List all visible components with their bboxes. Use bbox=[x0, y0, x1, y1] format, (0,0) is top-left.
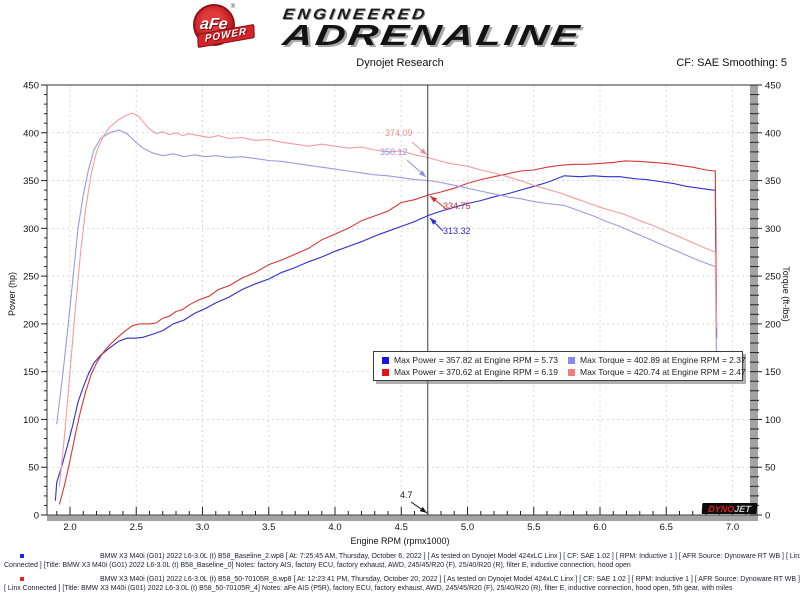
legend-text: Max Torque = 402.89 at Engine RPM = 2.37 bbox=[580, 355, 746, 365]
legend-swatch-red bbox=[382, 368, 389, 376]
chart-title: Dynojet Research bbox=[356, 57, 444, 69]
legend-text: Max Power = 370.62 at Engine RPM = 6.19 bbox=[394, 367, 558, 377]
left-tick-label: 400 bbox=[23, 128, 39, 139]
baseline-power-curve bbox=[54, 175, 718, 501]
left-tick-label: 350 bbox=[23, 176, 39, 187]
dynojet-logo-jet: JET bbox=[733, 503, 752, 514]
run-note-line: BMW X3 M40i (G01) 2022 L6-3.0L (t) B58_5… bbox=[100, 575, 800, 583]
run-note-line: Connected ] [Title: BMW X3 M40i (G01) 20… bbox=[4, 562, 631, 570]
right-tick-label: 0 bbox=[765, 511, 770, 522]
legend-swatch-lightblue bbox=[568, 356, 575, 364]
x-tick-label: 3.0 bbox=[196, 522, 209, 533]
legend-text: Max Torque = 420.74 at Engine RPM = 2.47 bbox=[580, 367, 746, 377]
callout-arrowhead bbox=[420, 148, 427, 155]
run-note-afe: BMW X3 M40i (G01) 2022 L6-3.0L (t) B58_5… bbox=[0, 575, 800, 594]
x-tick-label: 7.0 bbox=[726, 522, 739, 533]
callout-label: 374.09 bbox=[385, 128, 413, 138]
x-tick-label: 6.0 bbox=[593, 522, 606, 533]
left-tick-label: 50 bbox=[28, 463, 39, 474]
right-tick-label: 300 bbox=[765, 224, 781, 235]
x-tick-label: 4.0 bbox=[328, 522, 341, 533]
engineered-adrenaline-wordmark: ENGINEERED ADRENALINE bbox=[281, 2, 584, 54]
right-tick-label: 100 bbox=[765, 415, 781, 426]
x-axis-band[interactable] bbox=[47, 515, 758, 521]
dynojet-logo-dyno: DYNO bbox=[707, 503, 735, 514]
legend-entry-max-torque-afe: Max Torque = 420.74 at Engine RPM = 2.47 bbox=[568, 367, 746, 377]
left-tick-label: 100 bbox=[23, 415, 39, 426]
run-note-line: BMW X3 M40i (G01) 2022 L6-3.0L (t) B58_B… bbox=[100, 553, 800, 560]
left-tick-label: 300 bbox=[23, 224, 39, 235]
left-axis-title: Power (hp) bbox=[7, 272, 17, 317]
callout-arrowhead bbox=[419, 506, 427, 513]
right-tick-label: 150 bbox=[765, 367, 781, 378]
right-axis-band[interactable] bbox=[750, 85, 758, 515]
dyno-plot-area[interactable]: 2.0 2.5 3.0 3.5 4.0 4.5 5.0 5.5 6.0 6.5 7.0 0 0 50 50 1… bbox=[0, 78, 800, 550]
right-tick-label: 450 bbox=[765, 81, 781, 92]
dynojet-logo: DYNO JET bbox=[701, 503, 758, 514]
right-tick-label: 50 bbox=[765, 463, 776, 474]
x-tick-label: 5.5 bbox=[527, 522, 540, 533]
right-tick-label: 200 bbox=[765, 319, 781, 330]
right-axis-title: Torque (ft-lbs) bbox=[781, 266, 791, 322]
x-axis-title: Engine RPM (rpmx1000) bbox=[350, 536, 450, 546]
correction-factor-label: CF: SAE Smoothing: 5 bbox=[676, 57, 787, 69]
chart-header: Dynojet Research CF: SAE Smoothing: 5 bbox=[0, 57, 800, 71]
afe-torque-curve bbox=[58, 112, 718, 487]
legend-swatch-pink bbox=[568, 368, 575, 376]
right-tick-label: 400 bbox=[765, 128, 781, 139]
callout-arrowhead bbox=[430, 196, 438, 203]
registered-mark: ® bbox=[230, 4, 235, 10]
run-notes: BMW X3 M40i (G01) 2022 L6-3.0L (t) B58_B… bbox=[0, 552, 800, 598]
callout-label: 334.75 bbox=[443, 201, 471, 211]
callout-label: 350.12 bbox=[380, 147, 408, 157]
run-bullet-red bbox=[20, 576, 24, 581]
left-tick-label: 0 bbox=[34, 511, 39, 522]
run-note-line: [ Linx Connected ] [Title: BMW X3 M40i (… bbox=[4, 585, 733, 593]
callout-label: 313.32 bbox=[443, 226, 471, 236]
legend-box: Max Power = 357.82 at Engine RPM = 5.73 … bbox=[373, 351, 746, 381]
legend-entry-max-torque-baseline: Max Torque = 402.89 at Engine RPM = 2.37 bbox=[568, 355, 746, 365]
callout-arrowhead bbox=[430, 218, 437, 225]
legend-swatch-blue bbox=[382, 356, 389, 364]
left-tick-label: 150 bbox=[23, 367, 39, 378]
callout-label: 4.7 bbox=[400, 490, 413, 500]
legend-text: Max Power = 357.82 at Engine RPM = 5.73 bbox=[394, 355, 558, 365]
right-tick-label: 350 bbox=[765, 176, 781, 187]
x-tick-label: 4.5 bbox=[395, 522, 408, 533]
run-note-baseline: BMW X3 M40i (G01) 2022 L6-3.0L (t) B58_B… bbox=[0, 552, 800, 571]
right-tick-label: 250 bbox=[765, 272, 781, 283]
left-tick-label: 250 bbox=[23, 272, 39, 283]
left-tick-label: 450 bbox=[23, 81, 39, 92]
afe-power-curve bbox=[58, 160, 718, 505]
callout-arrowhead bbox=[419, 170, 426, 177]
x-tick-label: 2.5 bbox=[130, 522, 143, 533]
x-tick-label: 2.0 bbox=[63, 522, 76, 533]
x-tick-label: 3.5 bbox=[262, 522, 275, 533]
legend-entry-max-power-baseline: Max Power = 357.82 at Engine RPM = 5.73 bbox=[382, 355, 568, 365]
baseline-torque-curve bbox=[56, 129, 718, 425]
x-tick-label: 6.5 bbox=[660, 522, 673, 533]
afe-emblem-icon: aFe ® POWER bbox=[185, 2, 255, 52]
legend-entry-max-power-afe: Max Power = 370.62 at Engine RPM = 6.19 bbox=[382, 367, 568, 377]
x-tick-label: 5.0 bbox=[461, 522, 474, 533]
run-bullet-blue bbox=[20, 554, 24, 558]
wordmark-adrenaline: ADRENALINE bbox=[280, 20, 584, 52]
left-tick-label: 200 bbox=[23, 319, 39, 330]
afe-power-logo: aFe ® POWER ENGINEERED ADRENALINE bbox=[185, 2, 584, 54]
